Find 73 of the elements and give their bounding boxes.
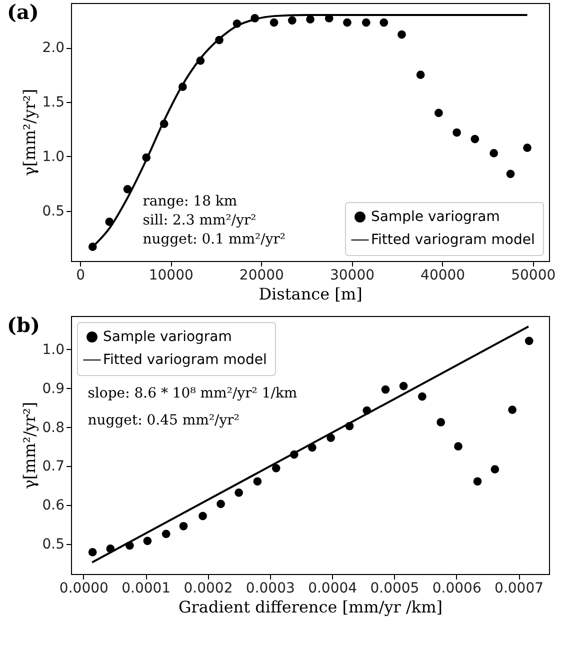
- point: [436, 418, 446, 426]
- point: [524, 336, 534, 346]
- point: [306, 15, 314, 24]
- x-tick-label: 30000: [330, 268, 375, 284]
- y-tick-label: 0.5: [42, 536, 64, 553]
- point: [272, 464, 280, 472]
- point: [216, 500, 225, 508]
- y-tick-label: 2.0: [42, 40, 64, 56]
- point: [416, 70, 425, 80]
- point: [470, 134, 480, 144]
- point: [399, 382, 408, 390]
- point: [490, 465, 500, 474]
- point: [234, 488, 244, 497]
- point: [454, 442, 462, 451]
- x-tick-label: 0.0005: [370, 580, 420, 596]
- y-tick-label: 1.0: [42, 148, 64, 165]
- legend-label: Sample variogram: [103, 329, 232, 345]
- point: [362, 18, 370, 27]
- x-tick-label: 50000: [511, 268, 556, 284]
- annotation: nugget: 0.1 mm²/yr²: [142, 232, 286, 248]
- point: [270, 18, 278, 27]
- legend-label: Fitted variogram model: [371, 232, 535, 248]
- x-tick-label: 40000: [420, 268, 466, 284]
- point: [381, 385, 390, 394]
- point: [288, 16, 296, 25]
- x-tick-label: 20000: [239, 268, 284, 284]
- legend-label: Fitted variogram model: [103, 352, 267, 368]
- x-tick-label: 10000: [148, 268, 194, 284]
- point: [162, 530, 170, 538]
- annotation: nugget: 0.45 mm²/yr²: [88, 412, 240, 428]
- point: [490, 149, 498, 158]
- point: [123, 184, 132, 194]
- chart-title: (a): [7, 0, 39, 24]
- x-tick-label: 0.0003: [246, 580, 295, 596]
- y-tick-label: 0.5: [42, 203, 64, 220]
- y-tick-label: 0.8: [42, 420, 64, 436]
- chart-title: (b): [7, 313, 40, 337]
- annotation: slope: 8.6 * 10⁸ mm²/yr² 1/km: [88, 385, 298, 402]
- point: [253, 477, 262, 486]
- y-tick-label: 1.0: [42, 342, 64, 358]
- x-tick-label: 0.0000: [59, 580, 108, 596]
- point: [506, 170, 515, 178]
- point: [473, 477, 482, 486]
- y-axis-title: γ[mm²/yr²]: [20, 88, 40, 176]
- point: [143, 536, 152, 546]
- annotation: range: 18 km: [142, 194, 238, 210]
- point: [179, 522, 188, 530]
- point: [523, 144, 532, 152]
- x-tick-label: 0: [76, 268, 86, 284]
- x-axis-title: Distance [m]: [258, 284, 362, 304]
- y-tick-label: 0.9: [42, 380, 64, 397]
- point: [434, 108, 443, 118]
- x-tick-label: 0.0001: [122, 580, 171, 596]
- x-tick-label: 0.0006: [432, 580, 482, 596]
- y-axis-title: γ[mm²/yr²]: [20, 402, 40, 490]
- point: [398, 30, 406, 39]
- point: [508, 406, 517, 414]
- point: [380, 18, 388, 27]
- point: [88, 548, 97, 556]
- legend-label: Sample variogram: [371, 209, 500, 225]
- point: [326, 434, 336, 442]
- y-tick-label: 0.6: [42, 498, 65, 514]
- point: [452, 128, 461, 137]
- x-axis-title: Gradient difference [mm/yr /km]: [178, 598, 442, 616]
- point: [418, 392, 426, 401]
- y-tick-label: 1.5: [42, 94, 64, 111]
- x-tick-label: 0.0002: [184, 580, 233, 596]
- point: [198, 512, 207, 520]
- annotation: sill: 2.3 mm²/yr²: [142, 212, 256, 229]
- y-tick-label: 0.7: [42, 458, 64, 475]
- x-tick-label: 0.0007: [494, 580, 544, 596]
- point: [343, 18, 352, 27]
- x-tick-label: 0.0004: [308, 580, 358, 596]
